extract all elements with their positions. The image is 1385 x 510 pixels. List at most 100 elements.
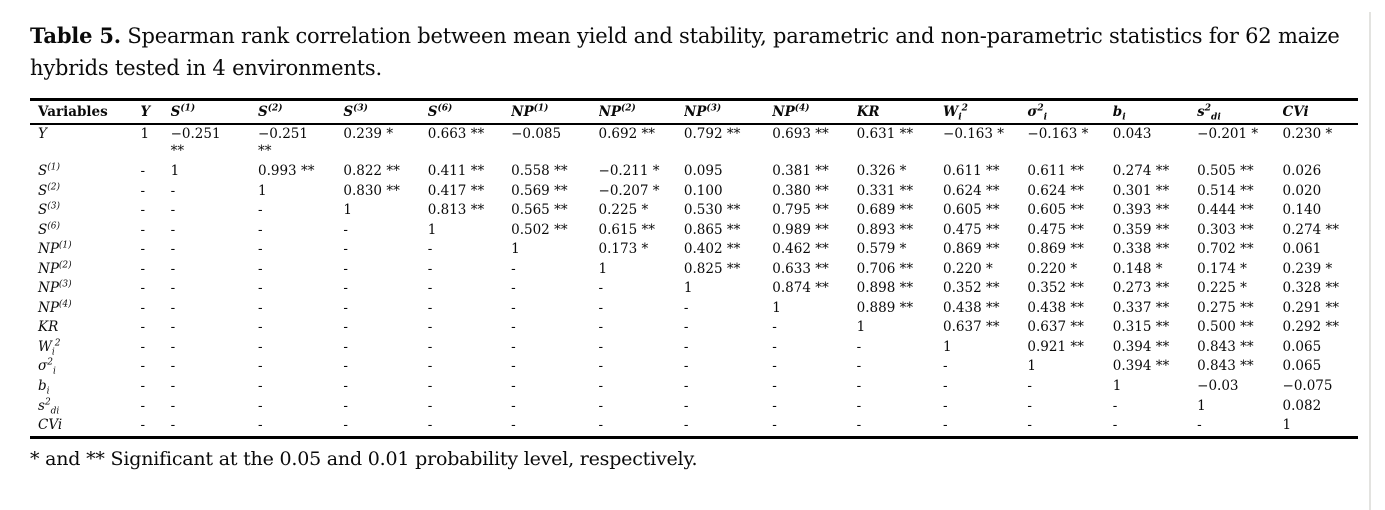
table-cell: 1 [343,202,352,219]
table-cell: - [170,221,176,238]
table-cell: 0.631 ** [856,125,914,142]
table-cell: 0.692 ** [598,125,655,142]
table-cell: - [140,299,146,316]
table-cell: - [140,241,146,258]
table-row: σ2i - - - - - - - - - - - 1 0.394 ** 0.843 ** 0.065 [30,357,1358,377]
table-cell: −0.085 [511,125,562,142]
table-cell: - [683,397,689,414]
table-cell: 1 [170,162,180,179]
table-cell: 0.813 ** [427,202,485,219]
row-label: NP(2) [38,260,72,277]
table-cell: - [258,377,263,394]
table-cell: 0.475 ** [943,221,1000,238]
table-cell: 0.220 * [943,260,993,277]
table-row: NP(3) - - - - - - - 1 0.874 ** 0.898 ** 0.352 ** 0.3… [30,279,1358,299]
page-title: Table 5. Spearman rank correlation betwe… [30,20,1360,84]
table-cell: - [511,319,516,336]
table-cell: 0.637 ** [1027,319,1084,336]
table-cell: - [140,319,146,336]
table-cell: - [343,417,348,434]
table-cell: 0.869 ** [943,241,1000,258]
table-cell: - [427,299,433,316]
table-cell: - [343,397,348,414]
row-label: NP(3) [38,279,72,297]
table-cell: 0.438 ** [943,299,1000,316]
table-cell: - [170,202,176,219]
table-row: S(3) - - - 1 0.813 ** 0.565 ** 0.225 * 0.530 ** 0… [30,201,1358,221]
table-cell: 1 [772,299,781,316]
table-cell: - [1027,397,1032,414]
table-cell: −0.207 * [598,182,660,199]
table-cell: 0.637 ** [943,319,1000,336]
column-header: NP(3) [683,99,773,125]
table-cell: 0.026 [1282,162,1322,179]
table-cell: 0.174 * [1197,260,1247,277]
table-cell: - [856,358,862,375]
table-cell: 0.331 ** [856,182,914,199]
table-cell: −0.163 * [1027,125,1089,142]
row-label: S(1) [38,162,60,179]
table-cell: - [427,280,433,297]
table-cell: 0.702 ** [1197,241,1254,258]
table-cell: - [343,260,348,277]
table-cell: −0.163 * [943,125,1005,142]
column-header: s2di [1197,99,1283,125]
table-cell: - [511,377,516,394]
table-cell: 0.624 ** [1027,182,1084,199]
table-row: S(1) - 1 0.993 ** 0.822 ** 0.411 ** 0.558 ** −0… [30,162,1358,182]
table-cell: 1 [1112,377,1122,394]
column-header: Variables [30,99,141,125]
table-number: Table 5. [30,23,121,48]
table-cell: 0.292 ** [1282,319,1339,336]
table-cell: - [1197,417,1202,434]
table-cell: - [258,417,263,434]
table-cell: - [598,280,604,297]
row-label: S(6) [38,221,60,238]
table-cell: 0.273 ** [1112,280,1170,297]
table-cell: - [343,299,348,316]
table-cell: 0.020 [1282,182,1322,199]
page-edge-divider [1369,12,1371,510]
table-cell: - [170,241,176,258]
table-cell: - [258,241,263,258]
table-cell: 0.693 ** [772,125,829,142]
table-cell: 0.611 ** [1027,162,1084,179]
table-cell: 0.605 ** [1027,202,1084,219]
table-cell: - [683,417,689,434]
table-cell: 0.792 ** [683,125,741,142]
table-cell: 0.500 ** [1197,319,1254,336]
table-cell: - [511,280,516,297]
table-cell: 0.830 ** [343,182,400,199]
table-cell: 1 [511,241,520,258]
table-cell: - [511,260,516,277]
table-cell: 0.579 * [856,241,907,258]
table-cell: - [170,319,176,336]
table-cell: - [856,377,862,394]
table-cell: - [258,319,263,336]
table-cell: 0.569 ** [511,182,568,199]
column-header: S(1) [170,99,258,125]
table-cell: - [258,202,263,219]
column-header: KR [856,99,944,125]
table-cell: - [258,338,263,355]
table-cell: - [140,417,146,434]
table-cell: - [427,397,433,414]
table-cell: - [772,417,777,434]
table-cell: - [343,280,348,297]
table-cell: 0.095 [683,162,723,179]
table-row: NP(2) - - - - - - 1 0.825 ** 0.633 ** 0.706 ** 0.22… [30,260,1358,280]
table-cell: 0.624 ** [943,182,1000,199]
row-label: Wi2 [38,338,61,358]
table-cell: - [258,221,263,238]
table-cell: - [1027,377,1032,394]
table-row: s2di - - - - - - - - - - - - - 1 0.082 [30,397,1358,417]
table-cell: - [170,260,176,277]
table-cell: - [343,221,348,238]
table-cell: - [427,377,433,394]
table-cell: - [170,299,176,316]
table-cell: - [170,338,176,355]
row-label: NP(1) [38,240,72,258]
table-row: KR - - - - - - - - - 1 0.637 ** 0.637 ** 0.315 ** 0.50… [30,318,1358,338]
table-cell: - [258,299,263,316]
table-cell: - [170,397,176,414]
